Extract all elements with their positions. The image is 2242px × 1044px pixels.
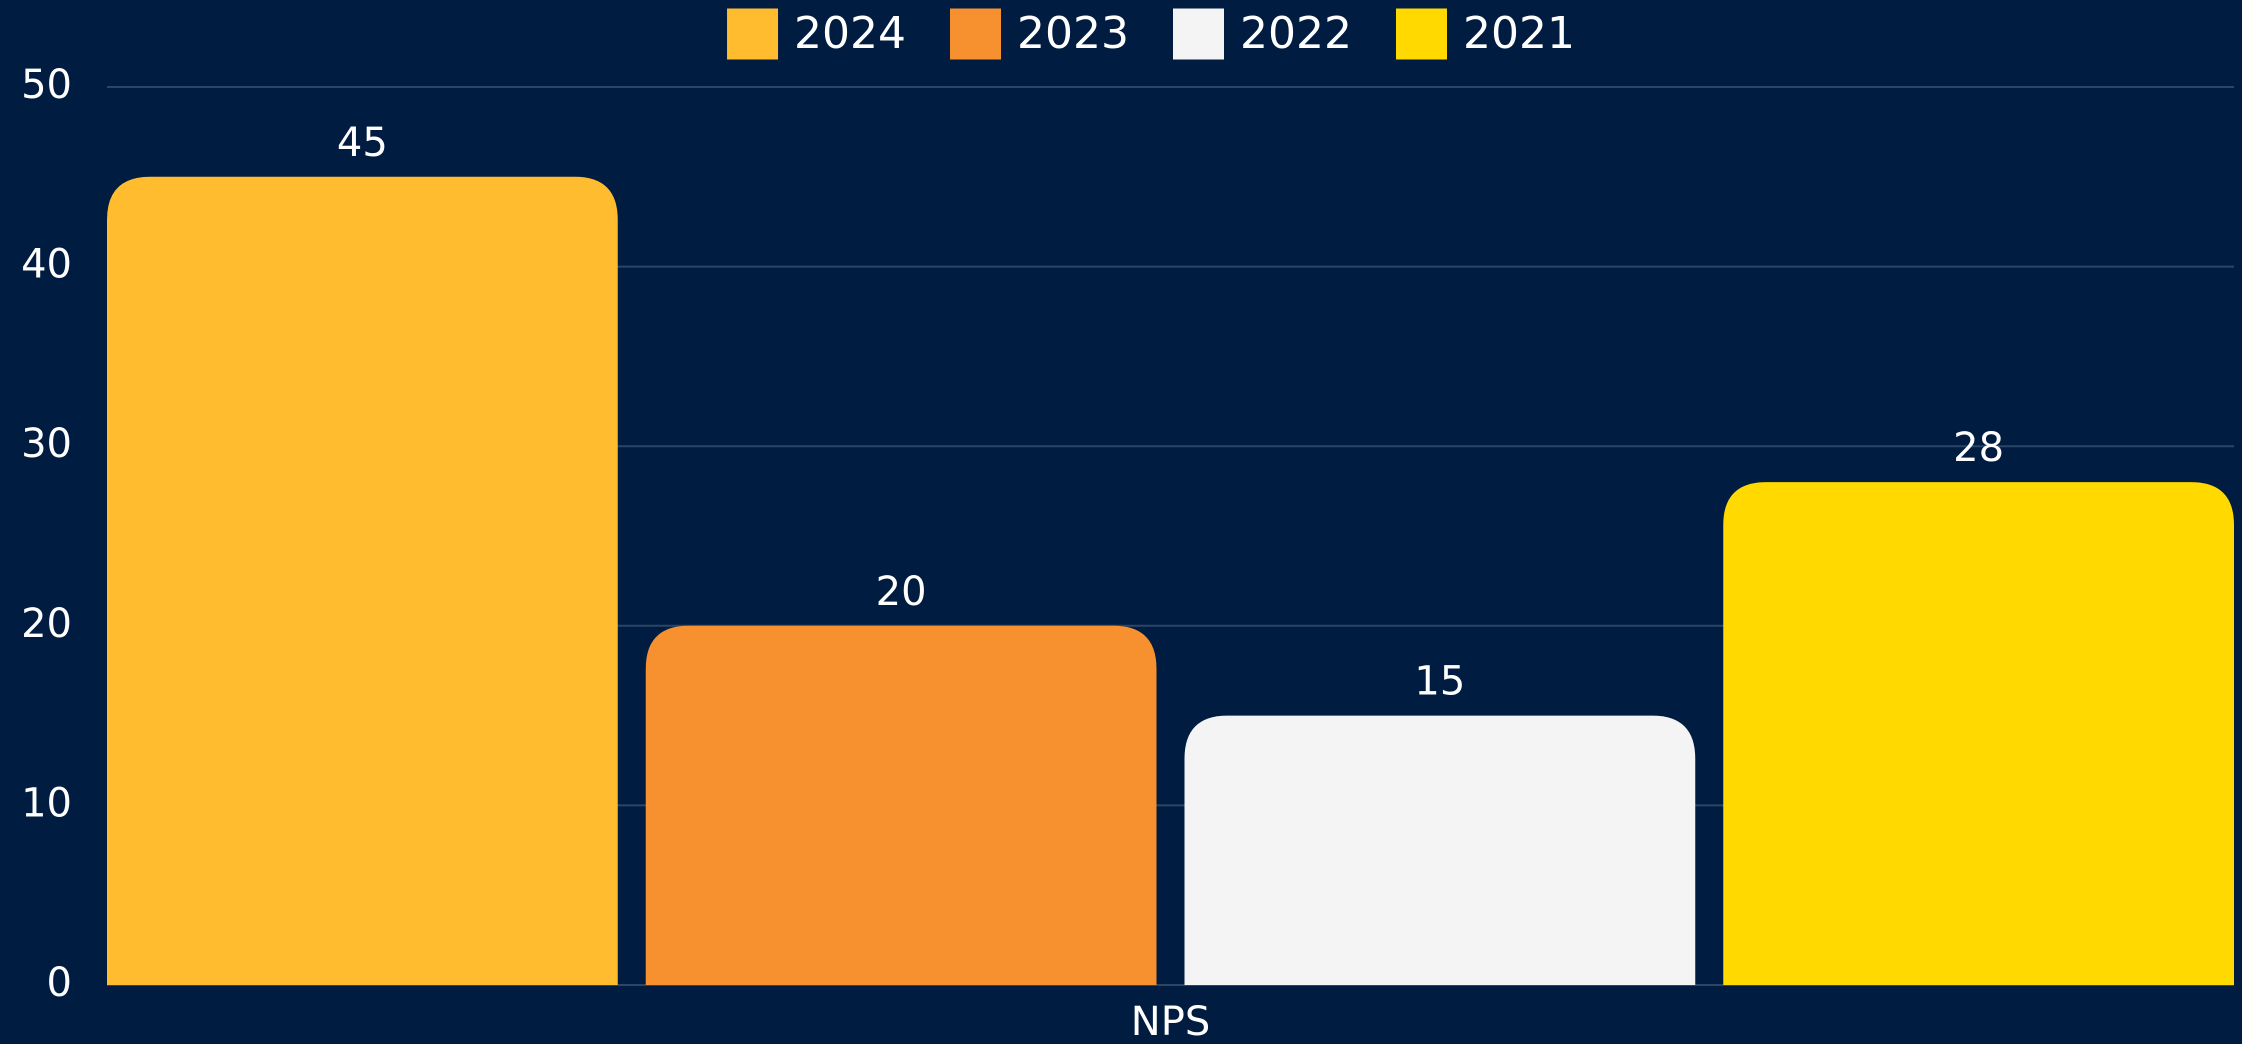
legend-label: 2021 [1463, 8, 1575, 59]
legend-label: 2024 [794, 8, 906, 59]
data-label: 15 [1414, 659, 1465, 705]
y-tick-label: 40 [21, 242, 72, 288]
y-tick-label: 30 [21, 421, 72, 467]
bar [1184, 715, 1696, 985]
y-tick-label: 20 [21, 601, 72, 647]
x-tick-label: NPS [1131, 999, 1210, 1044]
bars: NPS 45 20 15 28 [107, 120, 2234, 1044]
y-tick-label: 0 [47, 960, 72, 1006]
data-label: 45 [337, 120, 388, 166]
y-tick-label: 50 [21, 62, 72, 108]
legend-label: 2022 [1240, 8, 1352, 59]
bar [107, 176, 618, 986]
legend: 2024 2023 2022 2021 [727, 8, 1575, 60]
legend-label: 2023 [1017, 8, 1129, 59]
legend-swatch [1173, 8, 1224, 60]
data-label: 20 [876, 569, 927, 615]
legend-swatch [950, 8, 1002, 60]
bar [645, 625, 1157, 985]
bar [1723, 482, 2234, 985]
y-tick-label: 10 [21, 780, 72, 826]
legend-swatch [1395, 8, 1447, 60]
data-label: 28 [1953, 425, 2004, 471]
legend-swatch [727, 8, 779, 60]
